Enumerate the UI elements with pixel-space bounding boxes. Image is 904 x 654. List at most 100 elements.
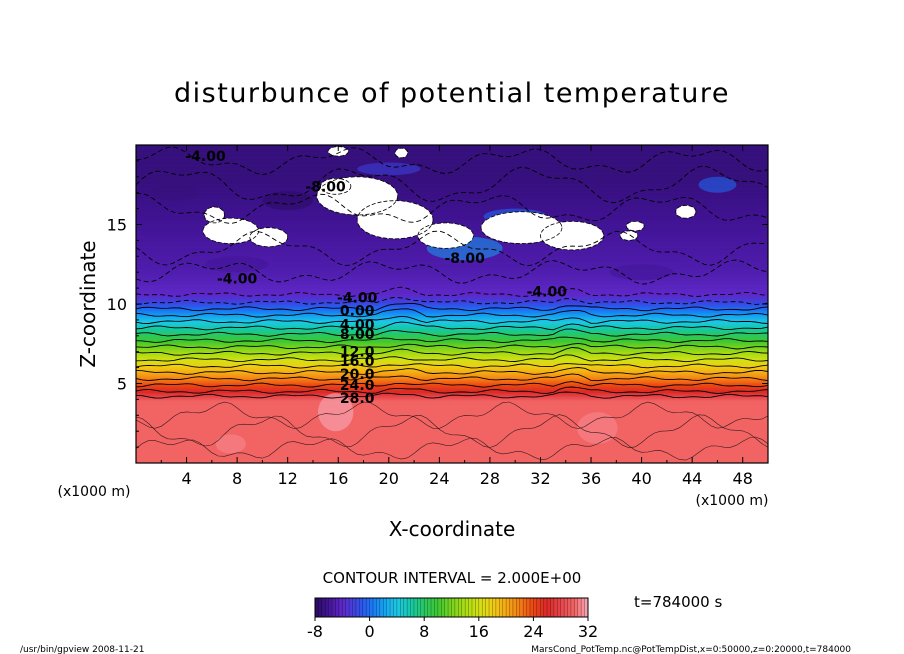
field-band <box>136 374 768 377</box>
time-label: t=784000 s <box>634 593 722 611</box>
field-band <box>136 451 768 453</box>
field-band <box>136 408 768 411</box>
field-band <box>136 265 768 268</box>
field-band <box>136 383 768 385</box>
field-band <box>136 344 768 346</box>
contour-line <box>136 328 768 337</box>
field-band <box>136 400 768 403</box>
field-band <box>136 173 768 176</box>
colorbar-cell <box>373 598 377 617</box>
field-band <box>136 320 768 323</box>
white-region <box>540 221 604 250</box>
colorbar-cell <box>451 598 456 617</box>
white-region <box>395 148 408 158</box>
contour-line <box>136 315 768 324</box>
field-band <box>136 345 768 347</box>
field-band <box>136 158 768 160</box>
colorbar-cell <box>403 598 408 617</box>
field-band <box>136 215 768 218</box>
field-band <box>136 362 768 365</box>
x-tick-label: 28 <box>480 469 500 488</box>
field-band <box>136 397 768 399</box>
contour-line <box>136 367 768 375</box>
field-band <box>136 382 768 385</box>
contour-label: 24.0 <box>340 378 375 394</box>
colorbar-cell <box>366 598 370 617</box>
contour-line <box>320 177 352 195</box>
colorbar-cell <box>540 598 544 617</box>
contour-line <box>136 381 768 388</box>
field-band <box>136 196 768 199</box>
field-band <box>136 179 768 182</box>
field-band <box>136 277 768 280</box>
field-band <box>136 460 768 463</box>
field-band <box>136 361 768 363</box>
field-band <box>136 184 768 187</box>
contour-line <box>480 211 563 244</box>
field-band <box>136 264 768 266</box>
field-band <box>136 165 768 168</box>
field-band <box>136 186 768 188</box>
white-region <box>202 218 259 244</box>
field-band <box>136 373 768 375</box>
colorbar-cell <box>396 598 401 617</box>
field-band <box>136 279 768 281</box>
field-band <box>136 381 768 384</box>
field-band <box>136 190 768 192</box>
field-band <box>136 205 768 207</box>
colorbar-cell <box>448 598 452 617</box>
colorbar-cell <box>512 598 517 617</box>
field-band <box>136 191 768 193</box>
field-patch <box>610 264 674 281</box>
field-band <box>136 349 768 351</box>
field-band <box>136 308 768 311</box>
field-band <box>136 366 768 369</box>
colorbar-cell <box>502 598 507 617</box>
colorbar-cell <box>465 598 469 617</box>
contour-line <box>356 200 434 240</box>
contour-line <box>327 146 349 157</box>
field-band <box>136 363 768 366</box>
field-band <box>136 208 768 210</box>
field-band <box>136 437 768 439</box>
field-band <box>136 390 768 393</box>
field-band <box>136 203 768 205</box>
field-band <box>136 435 768 437</box>
field-band <box>136 156 768 159</box>
contour-label: -4.00 <box>185 149 226 165</box>
field-band <box>136 343 768 346</box>
field-band <box>136 276 768 278</box>
x-tick-label: 48 <box>733 469 753 488</box>
field-band <box>136 185 768 187</box>
field-band <box>136 370 768 373</box>
field-band <box>136 405 768 408</box>
x-tick-label: 36 <box>581 469 601 488</box>
contour-line <box>540 220 605 251</box>
field-band <box>136 371 768 373</box>
field-band <box>136 189 768 191</box>
field-band <box>136 433 768 435</box>
field-band <box>136 332 768 335</box>
field-band <box>136 179 768 181</box>
field-band <box>136 339 768 342</box>
colorbar-cell <box>492 598 497 617</box>
field-band <box>136 210 768 213</box>
x-unit-right: (x1000 m) <box>696 493 769 509</box>
field-band <box>136 266 768 269</box>
contour-line <box>136 192 768 225</box>
contour-line <box>249 227 289 248</box>
field-band <box>136 177 768 179</box>
field-band <box>136 183 768 186</box>
field-band <box>136 456 768 459</box>
field-band <box>136 187 768 190</box>
colorbar-cell <box>557 598 561 617</box>
field-band <box>136 274 768 276</box>
field-band <box>136 219 768 222</box>
field-band <box>136 346 768 349</box>
field-band <box>136 218 768 221</box>
field-band <box>136 207 768 209</box>
contour-label: -8.00 <box>305 179 346 195</box>
field-band <box>136 449 768 451</box>
colorbar-cell <box>489 598 493 617</box>
contour-line <box>136 259 768 285</box>
